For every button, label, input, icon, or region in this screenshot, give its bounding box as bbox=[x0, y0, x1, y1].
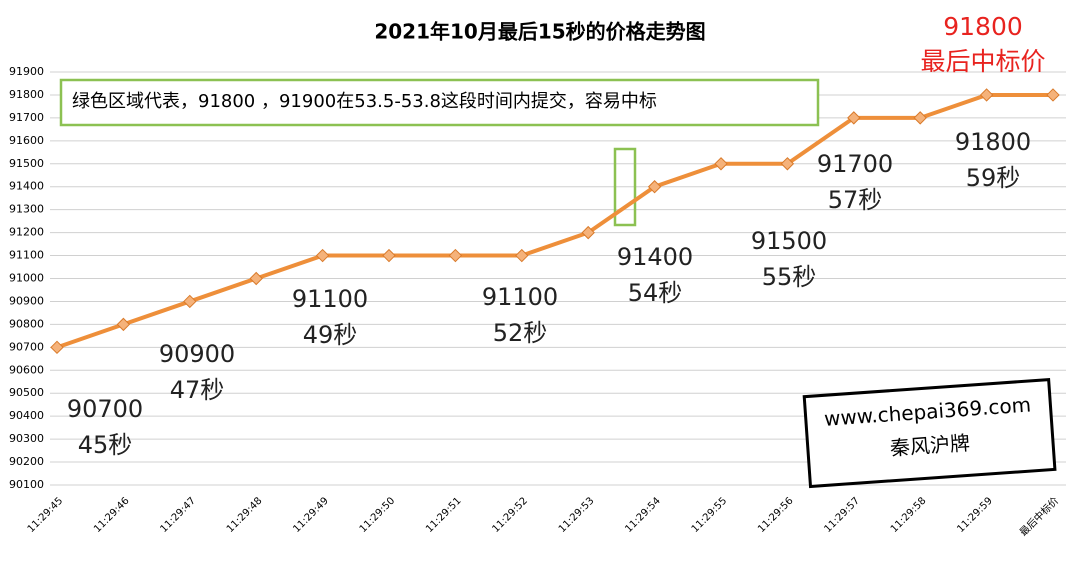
marker bbox=[183, 294, 197, 309]
annotation: 59秒 bbox=[966, 164, 1021, 192]
y-tick-label: 90800 bbox=[9, 317, 44, 330]
y-tick-label: 90400 bbox=[9, 409, 44, 422]
y-tick-label: 90300 bbox=[9, 432, 44, 445]
annotation: 90900 bbox=[159, 340, 235, 368]
y-tick-label: 91100 bbox=[9, 249, 44, 262]
y-tick-label: 91700 bbox=[9, 111, 44, 124]
marker bbox=[714, 157, 728, 171]
y-tick-label: 91800 bbox=[9, 88, 44, 101]
annotation: 54秒 bbox=[628, 279, 683, 307]
marker bbox=[515, 248, 529, 263]
highlight-region bbox=[613, 147, 637, 227]
marker bbox=[780, 157, 795, 171]
marker bbox=[448, 248, 463, 263]
y-tick-label: 90500 bbox=[9, 386, 44, 399]
y-tick-label: 91200 bbox=[9, 226, 44, 239]
y-tick-label: 91600 bbox=[9, 134, 44, 147]
annotation: 55秒 bbox=[762, 263, 817, 291]
final-label: 91800 bbox=[943, 12, 1023, 41]
annotation: 49秒 bbox=[303, 321, 358, 349]
marker bbox=[647, 180, 662, 194]
marker bbox=[847, 111, 861, 125]
y-tick-label: 90900 bbox=[9, 294, 44, 307]
marker bbox=[382, 248, 396, 263]
y-tick-label: 90100 bbox=[9, 478, 44, 491]
annotation: 91400 bbox=[617, 243, 693, 271]
annotation: 90700 bbox=[67, 395, 143, 423]
note-text: 绿色区域代表，91800 ，91900在53.5-53.8这段时间内提交，容易中… bbox=[72, 91, 657, 112]
final-label: 最后中标价 bbox=[920, 47, 1045, 76]
note-box bbox=[59, 78, 820, 127]
y-tick-label: 91400 bbox=[9, 180, 44, 193]
annotation: 52秒 bbox=[493, 319, 548, 347]
annotation: 91700 bbox=[817, 150, 893, 178]
watermark-box bbox=[802, 377, 1057, 489]
marker bbox=[581, 225, 595, 240]
y-tick-label: 91300 bbox=[9, 203, 44, 216]
annotation: 45秒 bbox=[78, 431, 133, 459]
annotation: 91800 bbox=[955, 128, 1031, 156]
chart-title: 2021年10月最后15秒的价格走势图 bbox=[374, 20, 705, 44]
marker bbox=[979, 88, 994, 102]
watermark-text: 秦风沪牌 bbox=[889, 431, 970, 461]
annotation: 91100 bbox=[482, 283, 558, 311]
y-tick-label: 91000 bbox=[9, 272, 44, 285]
marker bbox=[249, 271, 263, 286]
marker bbox=[1046, 88, 1060, 102]
annotation: 91100 bbox=[292, 285, 368, 313]
marker bbox=[50, 340, 64, 355]
marker bbox=[913, 111, 927, 125]
annotation: 91500 bbox=[751, 227, 827, 255]
annotation: 47秒 bbox=[170, 376, 225, 404]
y-tick-label: 90700 bbox=[9, 340, 44, 353]
y-tick-label: 90600 bbox=[9, 363, 44, 376]
marker bbox=[315, 248, 330, 263]
y-tick-label: 90200 bbox=[9, 455, 44, 468]
annotation: 57秒 bbox=[828, 186, 883, 214]
y-tick-label: 91500 bbox=[9, 157, 44, 170]
y-tick-label: 91900 bbox=[9, 65, 44, 78]
line bbox=[56, 92, 1053, 350]
marker bbox=[116, 317, 131, 332]
